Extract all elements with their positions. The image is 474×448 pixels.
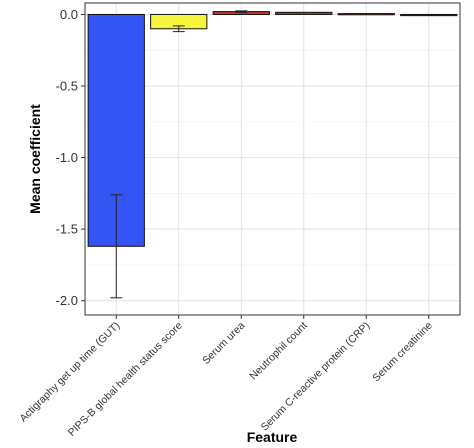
bar bbox=[337, 13, 395, 16]
error-bars bbox=[110, 10, 248, 299]
bar bbox=[400, 13, 458, 17]
x-tick-label: Neutrophil count bbox=[247, 320, 310, 383]
x-tick-label: PIPS-B global health status score bbox=[66, 320, 185, 439]
plot-border bbox=[84, 2, 461, 316]
y-tick-label: -0.5 bbox=[56, 79, 78, 94]
bars bbox=[87, 11, 458, 247]
y-axis-ticks: 0.0 -0.5 -1.0 -1.5 -2.0 bbox=[56, 7, 85, 308]
x-tick-label: Serum creatinine bbox=[370, 320, 435, 385]
x-axis-ticks: Actigraphy get up time (GUT)PIPS-B globa… bbox=[17, 315, 435, 439]
y-tick-label: 0.0 bbox=[60, 7, 78, 22]
x-tick-label: Serum C-reactive protein (CRP) bbox=[259, 320, 373, 434]
y-tick-label: -1.5 bbox=[56, 222, 78, 237]
bar bbox=[275, 11, 333, 15]
x-tick-label: Serum urea bbox=[200, 320, 247, 367]
x-axis-title: Feature bbox=[247, 429, 298, 445]
y-tick-label: -1.0 bbox=[56, 150, 78, 165]
x-tick-label: Actigraphy get up time (GUT) bbox=[17, 320, 122, 425]
y-axis-title: Mean coefficient bbox=[27, 104, 43, 214]
y-tick-label: -2.0 bbox=[56, 293, 78, 308]
plot-background bbox=[85, 3, 460, 315]
